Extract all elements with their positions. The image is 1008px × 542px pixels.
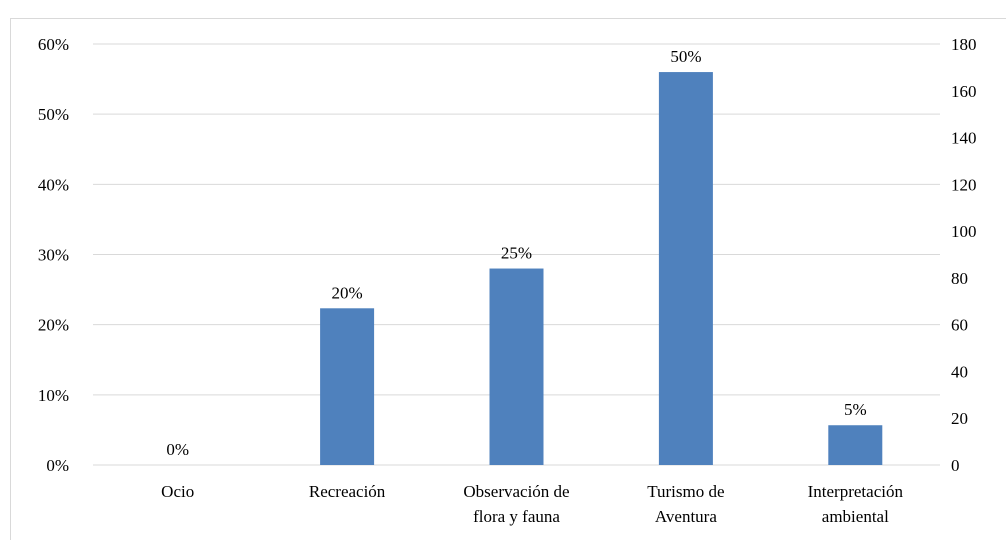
data-label: 50% [670,47,701,66]
data-label: 0% [166,440,189,459]
x-category-label-line: ambiental [822,507,889,526]
y-right-tick-label: 160 [951,82,977,101]
x-category-label-line: Observación de [463,482,569,501]
y-left-tick-label: 40% [38,175,69,194]
y-left-tick-label: 50% [38,105,69,124]
y-left-tick-label: 30% [38,246,69,265]
y-left-tick-label: 10% [38,386,69,405]
x-category-label: Turismo de Aventura [647,482,724,526]
x-category-label-line: Interpretación [808,482,904,501]
chart-frame [10,18,1006,540]
x-category-label: Recreación [309,482,386,501]
bar [658,72,713,466]
y-right-tick-label: 80 [951,269,968,288]
y-right-tick-label: 100 [951,222,977,241]
x-category-label-line: Aventura [655,507,717,526]
data-label: 25% [501,244,532,263]
y-right-tick-label: 180 [951,35,977,54]
y-right-tick-label: 0 [951,456,960,475]
y-right-tick-label: 20 [951,409,968,428]
data-label: 20% [332,283,363,302]
y-left-tick-label: 60% [38,35,69,54]
bar [320,308,375,465]
x-category-label-line: Ocio [161,482,194,501]
y-right-tick-label: 140 [951,129,977,148]
data-label: 5% [844,400,867,419]
x-category-label-line: Recreación [309,482,386,501]
x-category-label-line: flora y fauna [473,507,560,526]
x-category-label-line: Turismo de [647,482,724,501]
x-category-label: Observación de flora y fauna [463,482,569,526]
x-category-label: Interpretación ambiental [808,482,904,526]
y-right-tick-label: 120 [951,175,977,194]
y-right-tick-label: 40 [951,362,968,381]
y-left-tick-label: 0% [46,456,69,475]
y-right-tick-label: 60 [951,316,968,335]
y-left-tick-label: 20% [38,316,69,335]
bar [489,268,544,465]
x-category-label: Ocio [161,482,194,501]
bar [828,425,883,465]
